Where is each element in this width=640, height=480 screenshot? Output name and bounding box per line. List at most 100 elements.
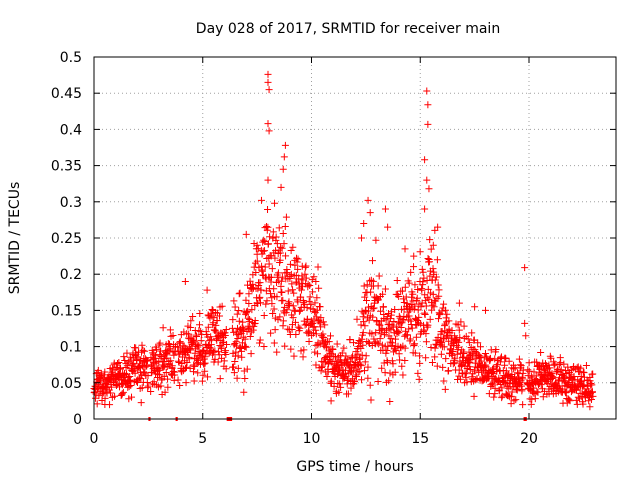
data-point xyxy=(428,359,436,367)
data-point xyxy=(514,369,522,377)
data-point xyxy=(141,347,149,355)
data-point xyxy=(164,340,172,348)
data-point xyxy=(438,307,446,315)
data-point xyxy=(399,287,407,295)
data-point xyxy=(216,375,224,383)
data-point xyxy=(195,321,203,329)
data-point xyxy=(376,335,384,343)
data-point xyxy=(528,374,536,382)
data-point xyxy=(214,358,222,366)
data-point xyxy=(525,367,533,375)
data-point xyxy=(122,364,130,372)
x-tick-label: 5 xyxy=(198,431,207,447)
data-point xyxy=(455,338,463,346)
data-point xyxy=(218,302,226,310)
data-point xyxy=(409,290,417,298)
data-point xyxy=(143,357,151,365)
data-point xyxy=(498,384,506,392)
data-point xyxy=(586,377,594,385)
data-point xyxy=(240,367,248,375)
data-point xyxy=(256,279,264,287)
data-point xyxy=(497,353,505,361)
data-point xyxy=(261,247,269,255)
data-point xyxy=(482,363,490,371)
data-point xyxy=(313,306,321,314)
data-point xyxy=(352,373,360,381)
data-point xyxy=(221,331,229,339)
data-point xyxy=(377,330,385,338)
data-point xyxy=(217,345,225,353)
data-point xyxy=(365,316,373,324)
data-point xyxy=(245,290,253,298)
data-point xyxy=(586,403,594,411)
data-point xyxy=(306,293,314,301)
data-point xyxy=(508,388,516,396)
data-point xyxy=(255,294,263,302)
y-tick-label: 0 xyxy=(73,412,82,428)
data-point xyxy=(264,223,272,231)
data-point xyxy=(325,338,333,346)
data-point xyxy=(440,343,448,351)
data-point xyxy=(549,373,557,381)
data-point xyxy=(307,300,315,308)
data-point xyxy=(156,371,164,379)
data-point xyxy=(457,361,465,369)
data-point xyxy=(460,322,468,330)
data-point xyxy=(381,285,389,293)
data-point xyxy=(132,344,140,352)
data-point xyxy=(222,326,230,334)
data-point xyxy=(589,392,597,400)
data-point xyxy=(412,333,420,341)
data-point xyxy=(326,357,334,365)
data-point xyxy=(474,339,482,347)
data-point xyxy=(195,327,203,335)
data-point xyxy=(309,288,317,296)
data-point xyxy=(319,318,327,326)
data-point xyxy=(274,269,282,277)
data-point xyxy=(427,245,435,253)
data-point xyxy=(369,305,377,313)
data-point xyxy=(240,326,248,334)
data-point xyxy=(524,372,532,380)
data-point xyxy=(208,306,216,314)
data-point xyxy=(252,268,260,276)
data-point xyxy=(231,303,239,311)
data-point xyxy=(521,319,529,327)
data-point xyxy=(320,334,328,342)
data-point xyxy=(401,344,409,352)
data-point xyxy=(393,323,401,331)
data-point xyxy=(384,358,392,366)
data-point xyxy=(557,359,565,367)
data-point xyxy=(410,305,418,313)
data-point xyxy=(378,341,386,349)
data-point xyxy=(465,339,473,347)
data-point xyxy=(356,367,364,375)
data-point xyxy=(547,354,555,362)
y-axis-label: SRMTID / TECUs xyxy=(7,182,23,295)
data-point xyxy=(433,256,441,264)
x-axis-ticks: 0 5 10 15 20 xyxy=(90,57,538,447)
data-point xyxy=(491,355,499,363)
data-point xyxy=(315,284,323,292)
data-point xyxy=(358,234,366,242)
data-point xyxy=(300,346,308,354)
data-point xyxy=(303,315,311,323)
data-point xyxy=(368,341,376,349)
data-point xyxy=(410,263,418,271)
x-tick-label: 10 xyxy=(303,431,321,447)
data-point xyxy=(186,364,194,372)
data-point xyxy=(137,399,145,407)
data-point xyxy=(190,368,198,376)
data-point xyxy=(150,350,158,358)
data-point xyxy=(139,346,147,354)
data-point xyxy=(159,324,167,332)
data-point xyxy=(442,333,450,341)
data-point xyxy=(589,370,597,378)
data-point xyxy=(421,205,429,213)
data-point xyxy=(101,401,109,409)
data-point xyxy=(97,372,105,380)
data-point xyxy=(313,350,321,358)
data-point xyxy=(278,273,286,281)
data-point xyxy=(141,363,149,371)
data-point xyxy=(406,335,414,343)
